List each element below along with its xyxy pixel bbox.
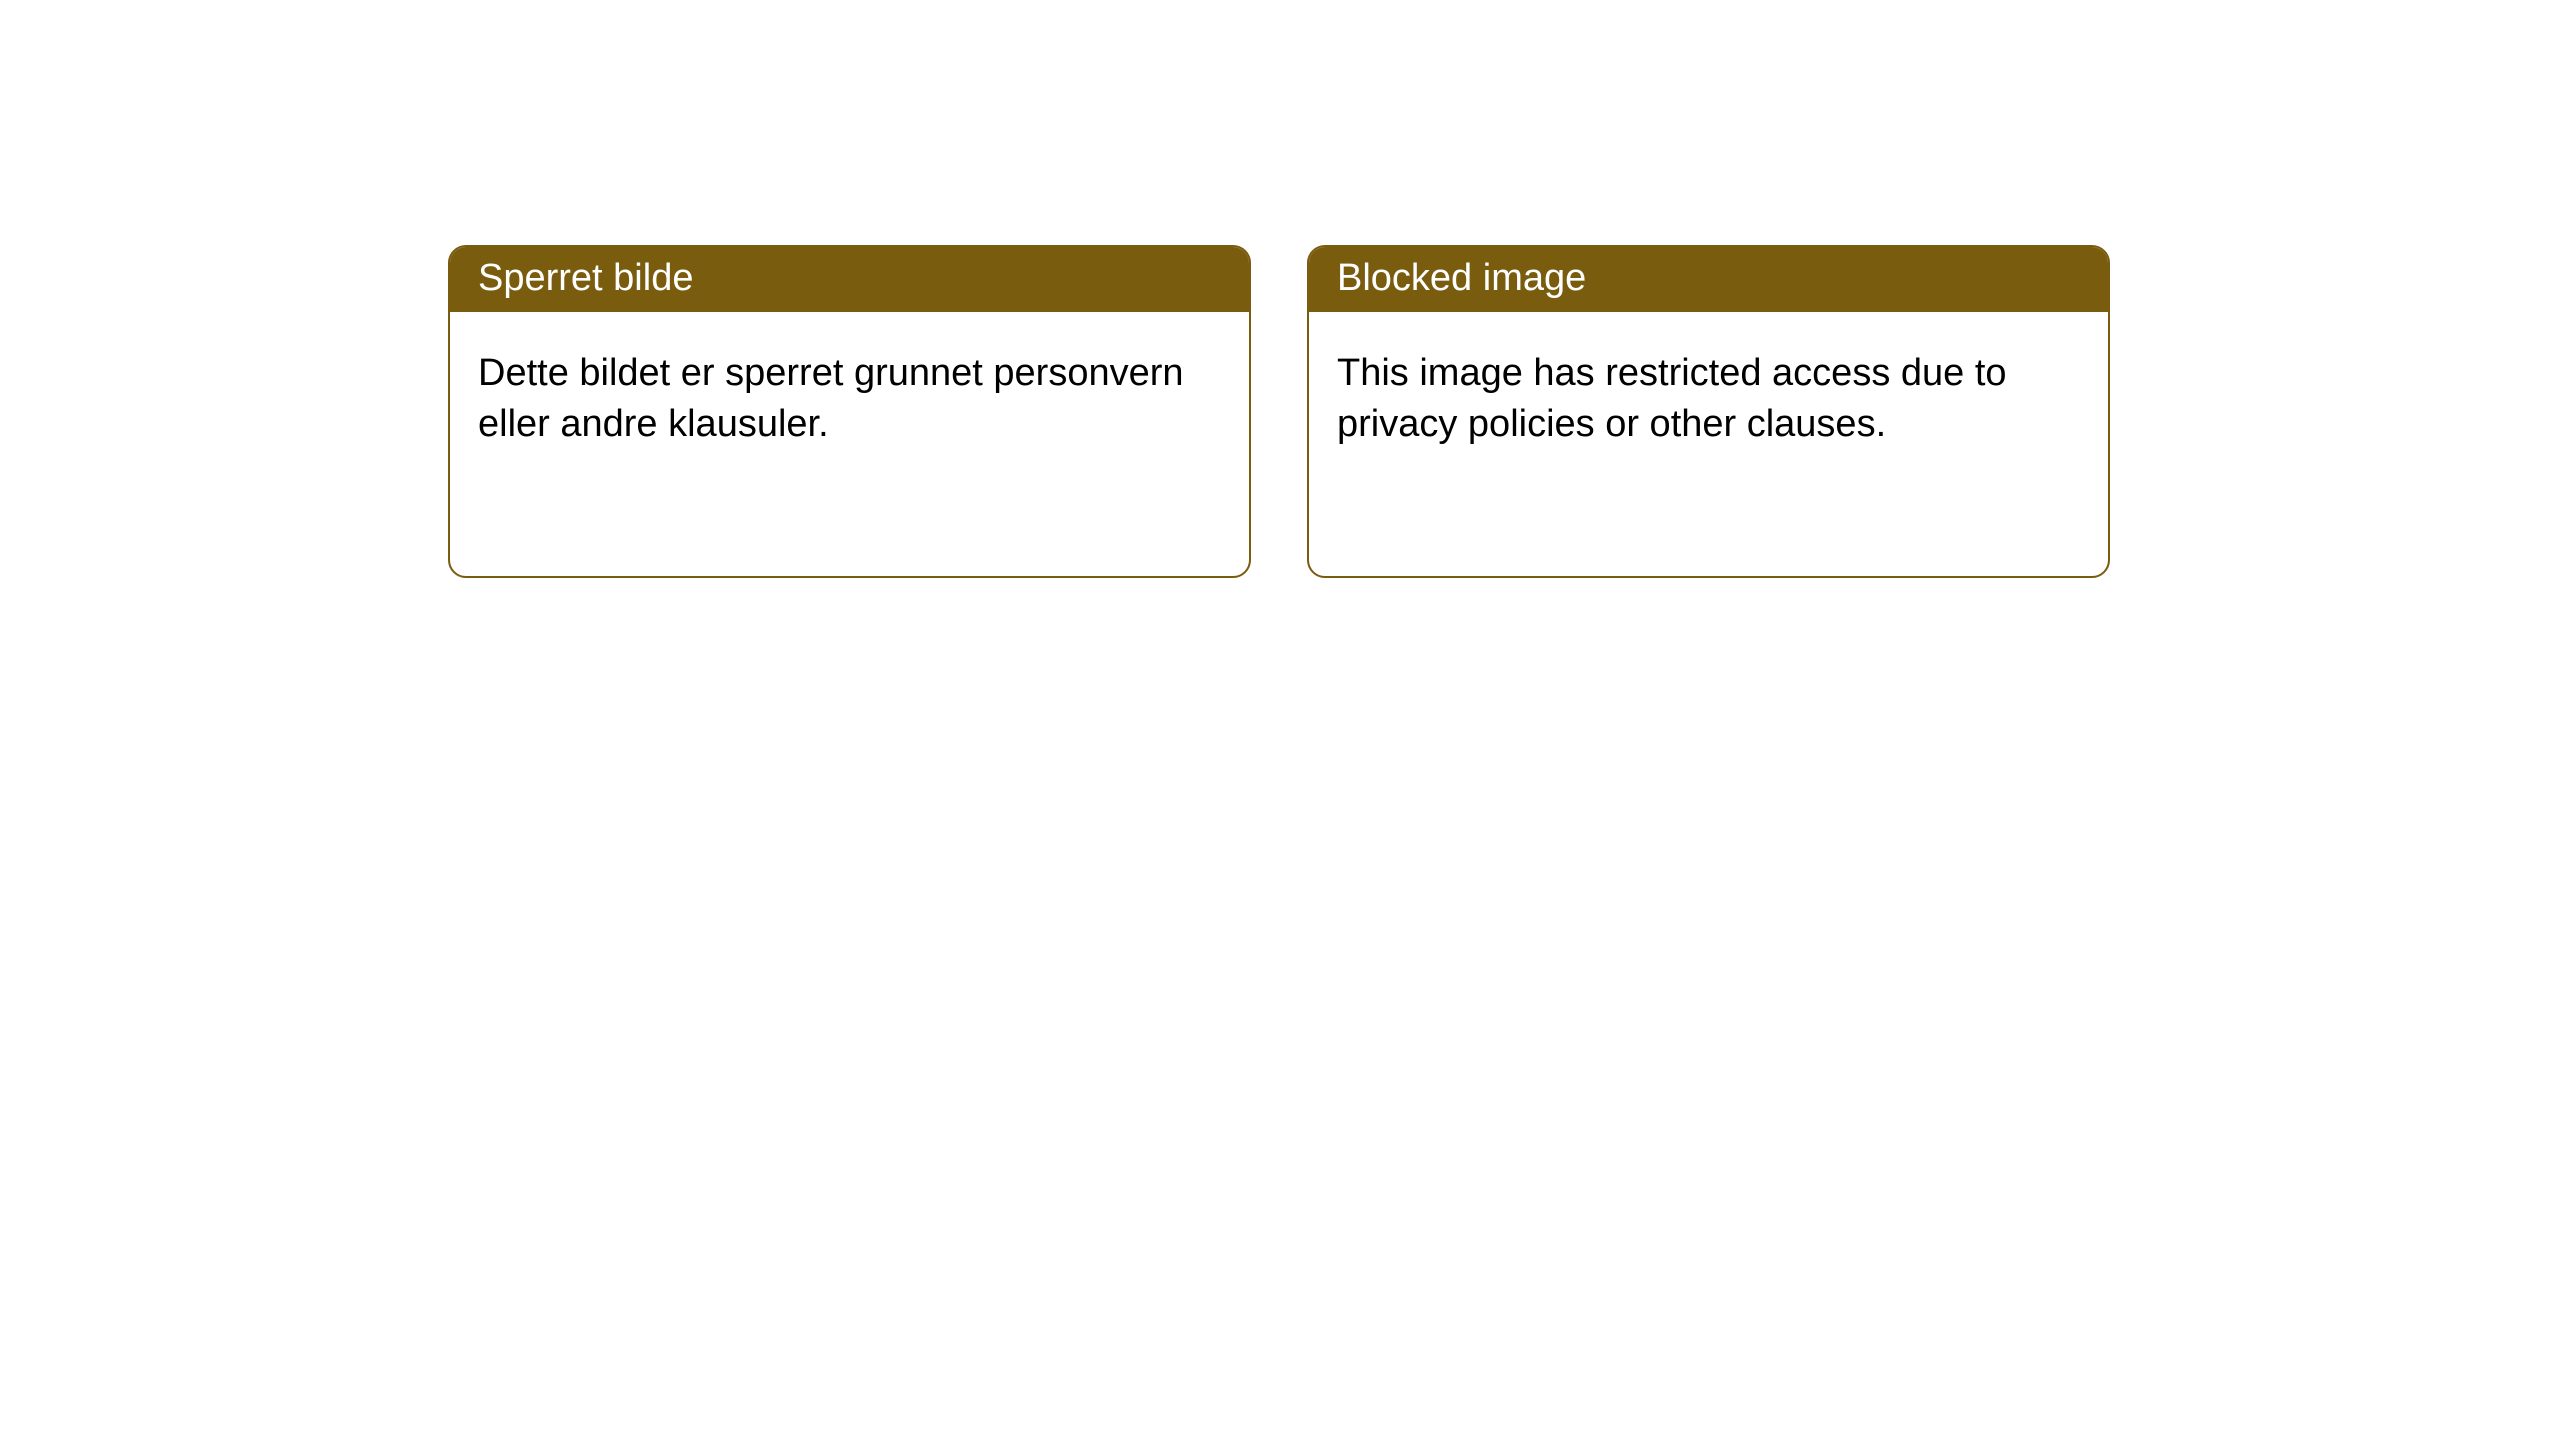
notice-card-norwegian: Sperret bilde Dette bildet er sperret gr… [448,245,1251,578]
notice-body: This image has restricted access due to … [1309,312,2108,487]
notice-card-english: Blocked image This image has restricted … [1307,245,2110,578]
notice-body: Dette bildet er sperret grunnet personve… [450,312,1249,487]
notice-title: Blocked image [1309,247,2108,312]
notice-container: Sperret bilde Dette bildet er sperret gr… [0,0,2560,578]
notice-title: Sperret bilde [450,247,1249,312]
